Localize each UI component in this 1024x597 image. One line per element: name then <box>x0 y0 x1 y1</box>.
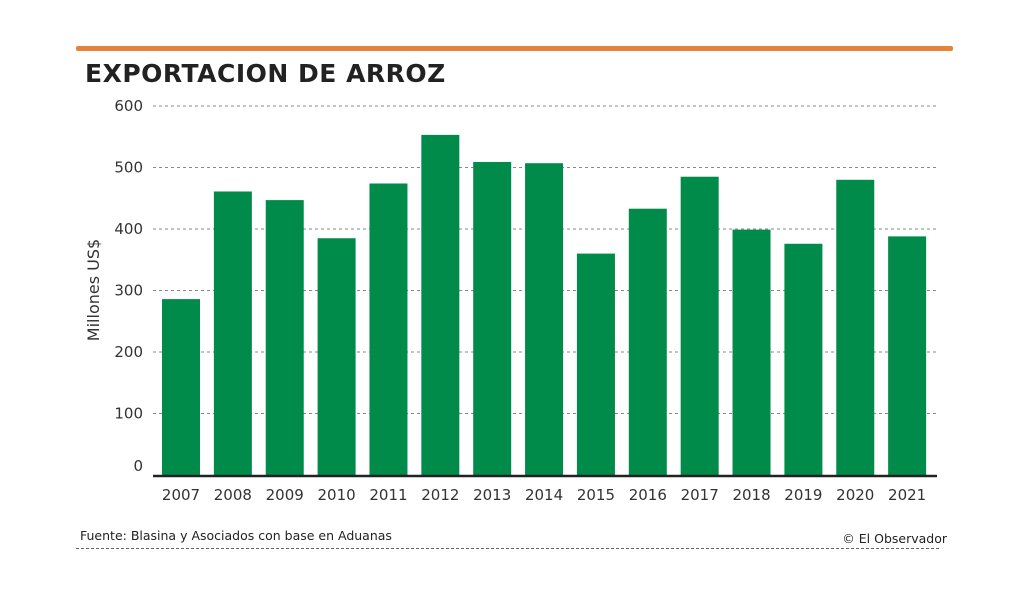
x-tick-label: 2008 <box>214 486 252 504</box>
bar-2008 <box>213 191 252 476</box>
credit-note: © El Observador <box>842 531 947 546</box>
bar-2010 <box>317 238 356 475</box>
x-tick-label: 2019 <box>784 486 822 504</box>
y-tick-label: 0 <box>133 457 143 475</box>
y-axis-label: Millones US$ <box>84 239 103 341</box>
y-tick-label: 500 <box>114 159 143 177</box>
accent-top-rule <box>76 46 953 51</box>
bar-2017 <box>680 176 719 475</box>
x-tick-label: 2020 <box>836 486 874 504</box>
y-tick-label: 100 <box>114 405 143 423</box>
x-tick-label: 2017 <box>681 486 719 504</box>
y-tick-label: 600 <box>114 97 143 115</box>
x-tick-label: 2009 <box>266 486 304 504</box>
x-tick-label: 2010 <box>318 486 356 504</box>
bar-2007 <box>162 299 200 475</box>
x-tick-label: 2018 <box>732 486 770 504</box>
y-tick-label: 300 <box>114 282 143 300</box>
source-note: Fuente: Blasina y Asociados con base en … <box>80 528 392 543</box>
bars <box>162 134 927 476</box>
x-tick-label: 2021 <box>888 486 926 504</box>
x-tick-label: 2012 <box>421 486 459 504</box>
axes: 0 100 200 300 400 500 600 2007 2008 2009 2010 2011 2… <box>114 97 937 504</box>
bottom-divider <box>76 548 939 549</box>
x-tick-label: 2014 <box>525 486 563 504</box>
y-tick-label: 400 <box>114 220 143 238</box>
bar-2015 <box>576 253 615 475</box>
bar-2012 <box>421 134 460 475</box>
y-tick-label: 200 <box>114 343 143 361</box>
bar-2019 <box>784 243 823 475</box>
bar-2013 <box>473 161 512 475</box>
bar-2016 <box>628 208 667 475</box>
x-tick-label: 2007 <box>162 486 200 504</box>
x-tick-label: 2015 <box>577 486 615 504</box>
chart-title: EXPORTACION DE ARROZ <box>85 59 446 88</box>
bar-2018 <box>732 229 771 475</box>
bar-2021 <box>888 236 927 475</box>
bar-2020 <box>836 179 875 476</box>
bar-2014 <box>525 163 564 475</box>
x-tick-label: 2013 <box>473 486 511 504</box>
x-tick-label: 2016 <box>629 486 667 504</box>
bar-2009 <box>265 200 304 475</box>
bar-2011 <box>369 183 408 476</box>
x-tick-label: 2011 <box>369 486 407 504</box>
